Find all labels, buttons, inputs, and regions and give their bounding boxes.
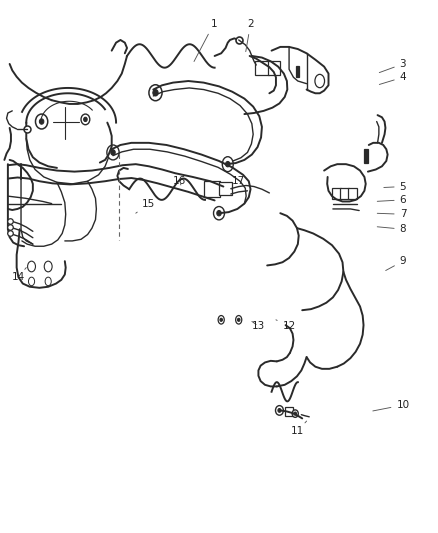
Text: 11: 11 [291, 421, 307, 435]
Bar [364, 149, 368, 163]
Ellipse shape [217, 211, 221, 216]
Text: 7: 7 [377, 209, 406, 219]
Ellipse shape [278, 408, 281, 413]
Ellipse shape [39, 119, 44, 124]
Ellipse shape [111, 150, 115, 155]
Ellipse shape [237, 318, 240, 321]
Ellipse shape [84, 117, 87, 122]
FancyBboxPatch shape [255, 61, 269, 75]
Text: 2: 2 [246, 19, 254, 52]
Text: 3: 3 [379, 59, 406, 72]
Text: 6: 6 [377, 195, 406, 205]
Ellipse shape [107, 145, 119, 160]
Ellipse shape [223, 157, 233, 172]
Ellipse shape [214, 206, 224, 220]
FancyBboxPatch shape [219, 182, 232, 195]
Text: 8: 8 [377, 224, 406, 234]
Text: 17: 17 [231, 176, 245, 189]
Ellipse shape [149, 85, 162, 101]
FancyBboxPatch shape [340, 188, 349, 199]
Ellipse shape [292, 410, 298, 417]
Text: 9: 9 [386, 256, 406, 271]
Text: 15: 15 [136, 199, 155, 213]
Ellipse shape [294, 412, 297, 415]
Ellipse shape [276, 406, 283, 415]
Ellipse shape [218, 316, 224, 324]
Text: 10: 10 [373, 400, 410, 411]
Text: 12: 12 [276, 320, 296, 331]
Ellipse shape [220, 318, 223, 321]
Ellipse shape [35, 114, 48, 129]
Text: 4: 4 [379, 72, 406, 84]
FancyBboxPatch shape [204, 181, 220, 197]
Ellipse shape [236, 316, 242, 324]
Ellipse shape [153, 90, 158, 96]
Text: 1: 1 [194, 19, 217, 61]
FancyBboxPatch shape [285, 407, 293, 416]
Text: 14: 14 [12, 268, 26, 282]
FancyBboxPatch shape [332, 188, 341, 199]
Ellipse shape [81, 114, 90, 125]
Text: 16: 16 [173, 176, 186, 186]
Text: 5: 5 [384, 182, 406, 191]
FancyBboxPatch shape [348, 188, 357, 199]
Bar [296, 66, 299, 77]
Text: 13: 13 [252, 321, 265, 331]
Ellipse shape [226, 161, 230, 167]
FancyBboxPatch shape [268, 61, 280, 75]
